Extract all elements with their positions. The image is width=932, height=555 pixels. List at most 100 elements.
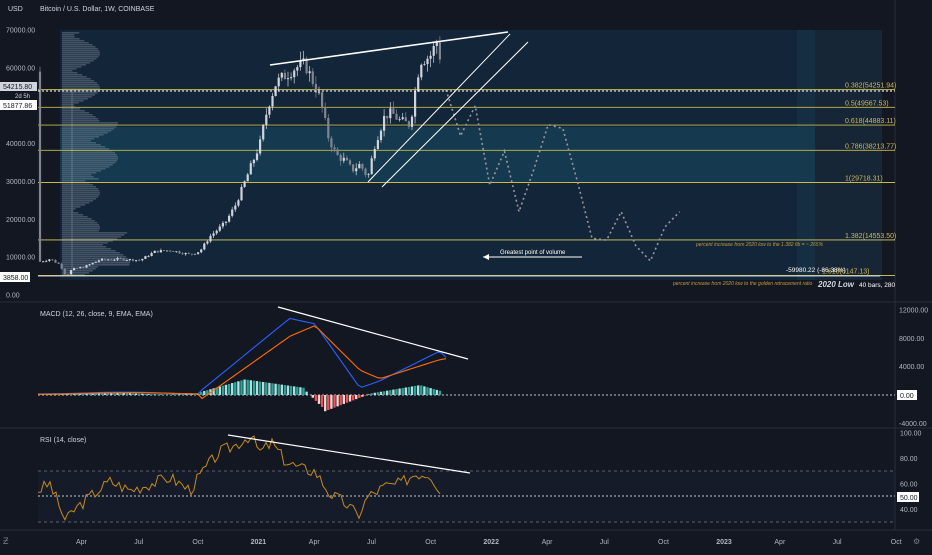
time-tick-label: Jul	[367, 539, 376, 546]
volume-profile-bar	[62, 202, 89, 204]
candle-body	[225, 222, 227, 223]
macd-histogram-bar	[135, 393, 137, 395]
macd-histogram-bar	[361, 395, 363, 397]
volume-profile-bar	[62, 134, 104, 136]
candle-body	[126, 260, 128, 261]
macd-histogram-bar	[420, 385, 422, 395]
macd-histogram-bar	[178, 394, 180, 395]
candle-body	[244, 181, 246, 187]
candle-body	[284, 73, 286, 79]
candle-body	[45, 261, 47, 262]
macd-histogram-bar	[147, 394, 149, 395]
time-tick-label: Apr	[76, 539, 88, 546]
volume-profile-bar	[62, 36, 75, 38]
candle-body	[231, 210, 233, 216]
candle-body	[172, 251, 174, 252]
macd-histogram-bar	[302, 388, 304, 395]
macd-histogram-bar	[398, 389, 400, 395]
volume-profile-bar	[62, 166, 109, 168]
time-tick-label: Jul	[833, 539, 842, 546]
volume-profile-bar	[62, 102, 79, 104]
candle-body	[151, 253, 153, 256]
candle-body	[169, 251, 171, 252]
candle-body	[358, 164, 360, 168]
macd-histogram-bar	[253, 381, 255, 395]
symbol-title[interactable]: Bitcoin / U.S. Dollar, 1W, COINBASE	[40, 6, 155, 13]
time-tick-label: Apr	[774, 539, 786, 546]
candle-body	[377, 140, 379, 149]
candle-body	[383, 116, 385, 131]
volume-profile-bar	[62, 120, 99, 122]
time-tick-label: Jul	[134, 539, 143, 546]
candle-body	[144, 256, 146, 259]
macd-histogram-bar	[386, 391, 388, 395]
candle-body	[188, 253, 190, 254]
macd-label[interactable]: MACD (12, 26, close, 9, EMA, EMA)	[40, 311, 153, 318]
macd-histogram-bar	[330, 395, 332, 409]
macd-histogram-bar	[175, 394, 177, 395]
volume-profile-bar	[62, 50, 99, 52]
candle-body	[346, 158, 348, 161]
volume-profile-bar	[62, 246, 106, 248]
candle-body	[355, 168, 357, 171]
volume-profile-bar	[62, 228, 100, 230]
crosshair-price-value: 51877.86	[3, 103, 32, 110]
volume-profile-bar	[62, 74, 82, 76]
volume-profile-bar	[62, 42, 89, 44]
volume-profile-bar	[62, 226, 100, 228]
low-price-value: 3858.00	[3, 275, 28, 282]
price-tick-label: 30000.00	[6, 179, 35, 186]
macd-histogram-bar	[355, 395, 357, 399]
candle-body	[104, 259, 106, 260]
volume-profile-bar	[62, 86, 100, 88]
price-tick-label: 40000.00	[6, 141, 35, 148]
volume-profile-bar	[62, 186, 96, 188]
current-price-value: 54215.80	[3, 84, 32, 91]
volume-profile-bar	[62, 110, 85, 112]
macd-histogram-bar	[392, 390, 394, 395]
macd-histogram-bar	[228, 384, 230, 395]
candle-body	[129, 259, 131, 260]
volume-profile-bar	[62, 46, 96, 48]
macd-histogram-bar	[219, 387, 221, 395]
tradingview-logo-icon[interactable]: Ƶ	[3, 536, 9, 546]
candle-body	[166, 251, 168, 252]
volume-profile-bar	[62, 56, 99, 58]
candle-body	[79, 267, 81, 268]
macd-histogram-bar	[299, 387, 301, 395]
settings-gear-icon[interactable]: ⚙	[913, 537, 920, 546]
candle-body	[89, 264, 91, 265]
candle-body	[110, 260, 112, 261]
macd-histogram-bar	[247, 380, 249, 395]
time-tick-label: Jul	[600, 539, 609, 546]
candle-body	[203, 244, 205, 250]
candle-body	[343, 158, 345, 161]
volume-profile-bar	[62, 108, 80, 110]
candle-body	[290, 77, 292, 78]
rsi-label[interactable]: RSI (14, close)	[40, 437, 86, 444]
macd-histogram-bar	[259, 382, 261, 395]
candle-body	[219, 227, 221, 231]
volume-profile-bar	[62, 242, 108, 244]
macd-histogram-bar	[225, 385, 227, 395]
volume-profile-bar	[62, 100, 84, 102]
candle-body	[327, 118, 329, 138]
fib-level-label: 0.5(49567.53)	[845, 100, 889, 107]
volume-profile-bar	[62, 138, 94, 140]
macd-histogram-bar	[237, 381, 239, 395]
volume-profile-bar	[62, 212, 78, 214]
macd-histogram-bar	[318, 395, 320, 404]
candle-body	[42, 261, 44, 262]
volume-profile-bar	[62, 210, 73, 212]
candle-body	[364, 169, 366, 175]
price-tick-label: 60000.00	[6, 65, 35, 72]
time-tick-label: Oct	[891, 539, 902, 546]
volume-profile-bar	[62, 84, 99, 86]
macd-histogram-bar	[293, 386, 295, 395]
candle-body	[420, 65, 422, 78]
macd-histogram-bar	[132, 393, 134, 395]
volume-profile-bar	[62, 188, 98, 190]
macd-histogram-bar	[380, 392, 382, 395]
